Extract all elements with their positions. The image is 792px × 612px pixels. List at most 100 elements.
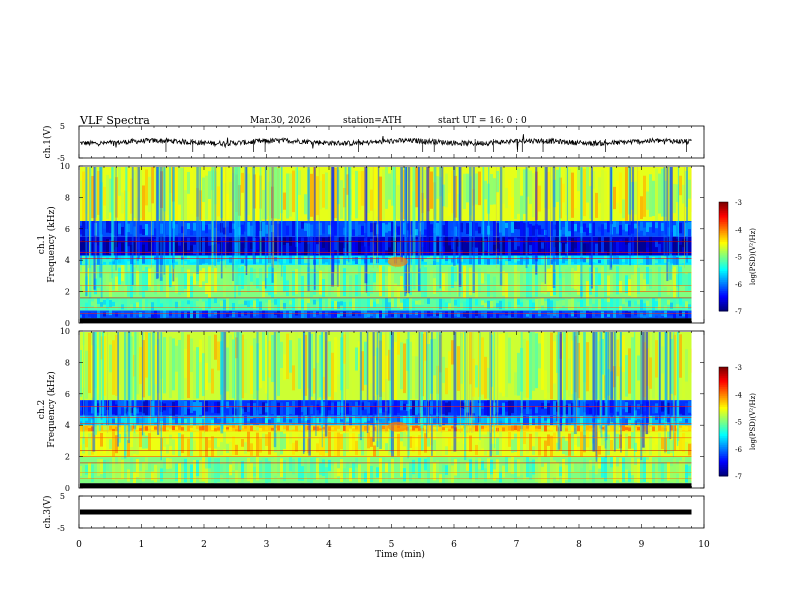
ch1-spectrogram-cell	[607, 167, 610, 206]
ch2-spectrogram-cell	[688, 401, 691, 413]
ch1-spectrogram-cell	[235, 299, 238, 310]
ch2-spectrogram-cell	[115, 464, 118, 484]
ch1-spectrogram-cell	[94, 312, 97, 318]
ch2-spectrogram-cell	[628, 471, 631, 482]
ch1-spectrogram-cell	[310, 301, 313, 310]
ch1-spectrogram-cell	[229, 181, 232, 202]
ch1-spectrogram-cell	[406, 256, 409, 264]
time-tick-label: 2	[201, 540, 207, 550]
ch1-spectrogram-cell	[586, 298, 589, 307]
ch2-spectrogram-cell	[109, 458, 112, 482]
ch1-spectrogram-cell	[571, 221, 574, 237]
ch2-spectrogram-cell	[589, 366, 592, 392]
ch1-spectrogram-cell	[565, 269, 568, 293]
ch2-spectrogram-cell	[259, 406, 262, 414]
ch1-colorbar-tick-label: -6	[735, 281, 742, 289]
ch1-spectrogram-streak	[232, 167, 234, 282]
ch1-spectrogram-cell	[103, 222, 106, 229]
ch2-spectrogram-cell	[493, 469, 496, 481]
ch1-spectrogram-cell	[484, 180, 487, 200]
ch1-spectrogram-cell	[226, 312, 229, 318]
ch2-spectrogram-cell	[646, 439, 649, 453]
ch2-spectrogram-cell	[685, 426, 688, 431]
ch1-spectrogram-cell	[469, 312, 472, 319]
ch2-spectrogram-cell	[634, 427, 637, 431]
ch1-spectrogram-cell	[538, 255, 541, 265]
ch1-spectrogram-cell	[145, 169, 148, 206]
ch1-spectrogram-cell	[103, 265, 106, 284]
ch2-spectrogram-cell	[427, 456, 430, 484]
ch2-spectrogram-cell	[487, 416, 490, 425]
ch1-spectrogram-cell	[241, 243, 244, 254]
ch1-spectrogram-cell	[229, 238, 232, 252]
ch2-spectrogram-cell	[109, 426, 112, 430]
ch1-spectrogram-cell	[343, 258, 346, 265]
ch1-spectrogram-cell	[538, 225, 541, 235]
ch2-spectrogram-cell	[217, 427, 220, 431]
ch1-spectrogram-y-tick-label: 2	[65, 288, 70, 297]
ch1-spectrogram-cell	[289, 311, 292, 319]
ch2-spectrogram-cell	[298, 433, 301, 446]
ch2-spectrogram-cell	[484, 400, 487, 416]
ch1-spectrogram-cell	[637, 170, 640, 220]
ch2-spectrogram-cell	[142, 426, 145, 432]
ch2-spectrogram-cell	[553, 401, 556, 415]
ch2-spectrogram-cell	[199, 402, 202, 415]
ch1-spectrogram-cell	[481, 272, 484, 284]
ch1-spectrogram-cell	[205, 258, 208, 264]
ch2-spectrogram-cell	[595, 459, 598, 475]
ch1-spectrogram-cell	[652, 180, 655, 216]
ch2-spectrogram-cell	[355, 401, 358, 416]
ch1-spectrogram-cell	[376, 312, 379, 319]
ch2-spectrogram-cell	[532, 425, 535, 432]
ch1-spectrogram-cell	[664, 305, 667, 311]
ch1-spectrogram-streak	[214, 167, 216, 266]
ch2-spectrogram-cell	[685, 464, 688, 483]
ch2-spectrogram-cell	[448, 457, 451, 483]
ch1-spectrogram-cell	[274, 221, 277, 237]
ch2-spectrogram-cell	[520, 458, 523, 475]
ch1-spectrogram-cell	[292, 297, 295, 310]
ch1-spectrogram-cell	[139, 256, 142, 265]
ch1-spectrogram-cell	[346, 221, 349, 233]
ch1-spectrogram-cell	[442, 225, 445, 236]
ch2-spectrogram-streak	[256, 332, 259, 420]
ch2-spectrogram-cell	[319, 428, 322, 431]
ch2-spectrogram-cell	[487, 367, 490, 399]
ch1-spectrogram-cell	[223, 227, 226, 235]
ch2-spectrogram-cell	[688, 465, 691, 476]
ch1-spectrogram-cell	[556, 169, 559, 202]
ch1-spectrogram-cell	[517, 299, 520, 305]
ch1-spectrogram-cell	[640, 299, 643, 311]
ch2-spectrogram-cell	[445, 465, 448, 475]
ch2-spectrogram-cell	[169, 428, 172, 432]
ch1-spectrogram-cell	[142, 313, 145, 317]
ch2-spectrogram-cell	[361, 351, 364, 391]
ch2-spectrogram-cell	[400, 456, 403, 477]
ch2-spectrogram-cell	[550, 456, 553, 483]
ch1-spectrogram-cell	[571, 267, 574, 289]
ch1-spectrogram-cell	[358, 265, 361, 297]
ch2-spectrogram-cell	[298, 400, 301, 416]
ch1-spectrogram-cell	[523, 312, 526, 317]
ch1-spectrogram-cell	[511, 197, 514, 219]
ch2-spectrogram-cell	[685, 349, 688, 382]
ch2-spectrogram-y-tick-label: 8	[65, 358, 70, 367]
ch1-spectrogram-cell	[496, 275, 499, 288]
ch2-spectrogram-cell	[145, 457, 148, 470]
ch2-spectrogram-cell	[637, 458, 640, 483]
ch1-spectrogram-cell	[448, 245, 451, 253]
ch1-spectrogram-cell	[577, 264, 580, 295]
ch2-spectrogram-cell	[244, 415, 247, 425]
ch1-spectrogram-cell	[388, 302, 391, 311]
ch1-spectrogram-cell	[367, 312, 370, 318]
ch1-spectrogram-streak	[137, 167, 140, 260]
ch2-spectrogram-cell	[313, 433, 316, 455]
ch1-spectrogram-cell	[640, 312, 643, 318]
ch1-spectrogram-cell	[91, 257, 94, 265]
ch1-spectrogram-cell	[145, 242, 148, 251]
ch2-spectrogram-cell	[319, 438, 322, 456]
ch3-waveform-trace-line	[80, 509, 692, 515]
ch2-spectrogram-cell	[250, 462, 253, 483]
ch2-spectrogram-cell	[211, 368, 214, 394]
